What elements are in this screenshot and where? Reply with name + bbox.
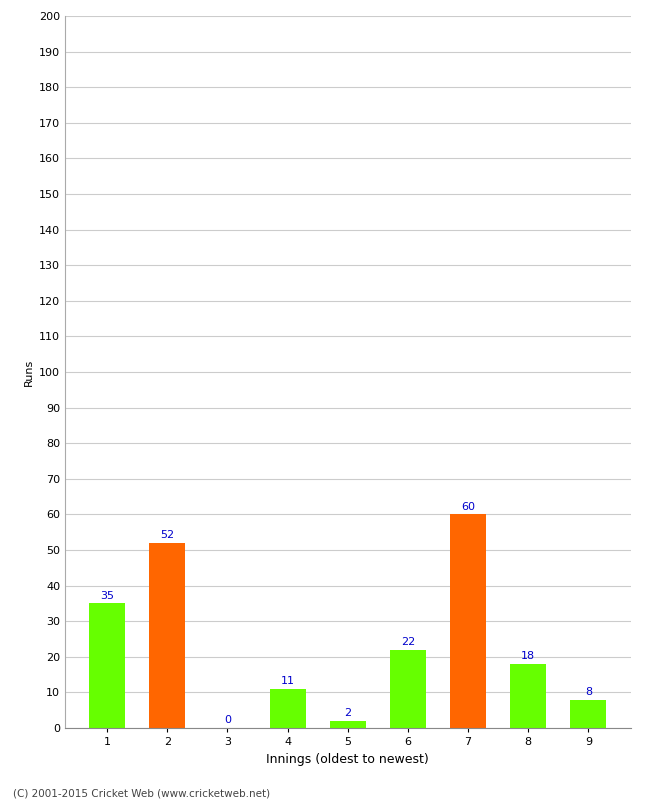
Text: 35: 35 xyxy=(100,590,114,601)
Text: 60: 60 xyxy=(461,502,475,511)
X-axis label: Innings (oldest to newest): Innings (oldest to newest) xyxy=(266,753,429,766)
Bar xyxy=(270,689,306,728)
Bar xyxy=(510,664,546,728)
Bar xyxy=(330,721,366,728)
Text: 0: 0 xyxy=(224,715,231,725)
Text: (C) 2001-2015 Cricket Web (www.cricketweb.net): (C) 2001-2015 Cricket Web (www.cricketwe… xyxy=(13,788,270,798)
Bar xyxy=(570,699,606,728)
Bar xyxy=(390,650,426,728)
Text: 18: 18 xyxy=(521,651,536,661)
Bar xyxy=(150,543,185,728)
Bar xyxy=(450,514,486,728)
Text: 8: 8 xyxy=(585,686,592,697)
Text: 2: 2 xyxy=(344,708,351,718)
Y-axis label: Runs: Runs xyxy=(23,358,33,386)
Text: 52: 52 xyxy=(160,530,174,540)
Text: 22: 22 xyxy=(401,637,415,647)
Text: 11: 11 xyxy=(281,676,294,686)
Bar xyxy=(89,603,125,728)
